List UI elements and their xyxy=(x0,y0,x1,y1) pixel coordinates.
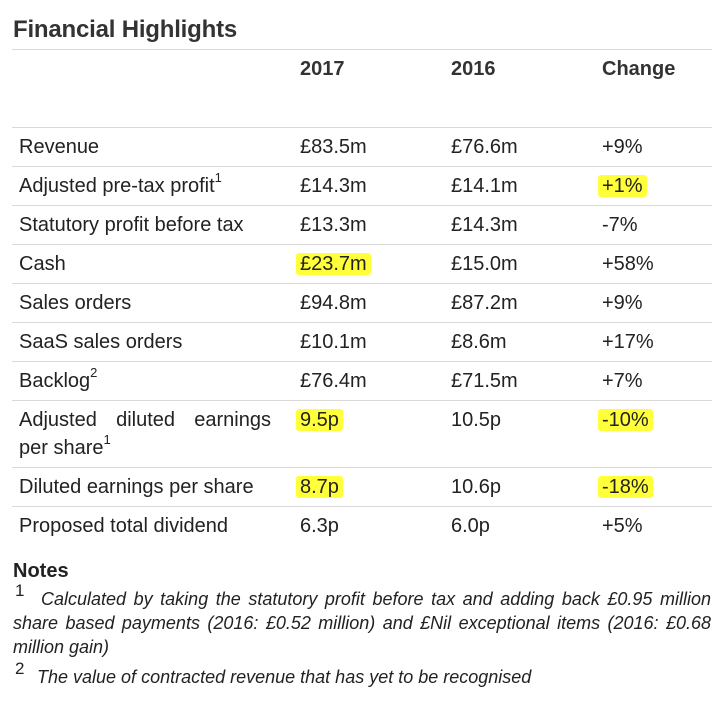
notes-heading: Notes xyxy=(13,560,69,582)
value-2016: £87.2m xyxy=(451,292,518,314)
value-2017: £83.5m xyxy=(300,136,367,158)
row-label: SaaS sales orders xyxy=(19,331,183,353)
value-2017: £10.1m xyxy=(300,331,367,353)
value-change: +58% xyxy=(602,253,654,275)
row-label: Cash xyxy=(19,253,66,275)
value-2017: £14.3m xyxy=(300,175,367,197)
value-2016: £14.1m xyxy=(451,175,518,197)
value-change: -18% xyxy=(598,473,653,501)
value-2017: 6.3p xyxy=(300,515,339,537)
value-2016: £8.6m xyxy=(451,331,507,353)
table-row: Backlog2 £76.4m £71.5m +7% xyxy=(12,362,712,401)
value-2016: £15.0m xyxy=(451,253,518,275)
table-row: Statutory profit before tax £13.3m £14.3… xyxy=(12,206,712,245)
value-2017: 9.5p xyxy=(296,406,343,434)
table-row: Sales orders £94.8m £87.2m +9% xyxy=(12,284,712,323)
value-change: +17% xyxy=(602,331,654,353)
header-2016: 2016 xyxy=(451,58,496,80)
value-2016: £14.3m xyxy=(451,214,518,236)
table-top-divider xyxy=(12,127,712,128)
value-change: +9% xyxy=(602,292,643,314)
highlight-mark: +1% xyxy=(598,175,647,197)
footnote-ref: 1 xyxy=(103,432,111,448)
highlight-mark: £23.7m xyxy=(296,253,371,275)
value-2017: £23.7m xyxy=(296,250,371,278)
footnote-ref: 1 xyxy=(214,170,222,186)
row-label: Diluted earnings per share xyxy=(19,476,254,498)
value-change: +5% xyxy=(602,515,643,537)
note-text: The value of contracted revenue that has… xyxy=(37,667,532,687)
note-number: 1 xyxy=(15,581,25,600)
value-2017: £13.3m xyxy=(300,214,367,236)
row-label: Proposed total dividend xyxy=(19,515,229,537)
header-2017: 2017 xyxy=(300,58,345,80)
table-row: Proposed total dividend 6.3p 6.0p +5% xyxy=(12,507,712,546)
value-2016: 10.6p xyxy=(451,476,502,498)
table-row: Adjusted diluted earnings per share1 9.5… xyxy=(12,401,712,468)
value-2016: 6.0p xyxy=(451,515,490,537)
row-label: Statutory profit before tax xyxy=(19,214,244,236)
row-label: Backlog2 xyxy=(19,365,98,392)
highlight-mark: -18% xyxy=(598,476,653,498)
value-2017: £94.8m xyxy=(300,292,367,314)
row-label: Adjusted pre-tax profit1 xyxy=(19,170,222,197)
table-row: SaaS sales orders £10.1m £8.6m +17% xyxy=(12,323,712,362)
value-2016: £76.6m xyxy=(451,136,518,158)
row-label: Revenue xyxy=(19,136,100,158)
row-label: Adjusted diluted earnings per share1 xyxy=(19,409,271,459)
highlight-mark: -10% xyxy=(598,409,653,431)
value-change: +1% xyxy=(598,172,647,200)
note-number: 2 xyxy=(15,659,25,678)
table-row: Diluted earnings per share 8.7p 10.6p -1… xyxy=(12,468,712,507)
highlight-mark: 8.7p xyxy=(296,476,343,498)
page-title: Financial Highlights xyxy=(13,16,238,43)
value-2017: £76.4m xyxy=(300,370,367,392)
value-change: -10% xyxy=(598,406,653,434)
table-row: Adjusted pre-tax profit1 £14.3m £14.1m +… xyxy=(12,167,712,206)
highlight-mark: 9.5p xyxy=(296,409,343,431)
table-row: Revenue £83.5m £76.6m +9% xyxy=(12,128,712,167)
title-divider xyxy=(12,49,712,50)
footnote-ref: 2 xyxy=(90,365,98,381)
value-change: +7% xyxy=(602,370,643,392)
value-change: +9% xyxy=(602,136,643,158)
value-2016: £71.5m xyxy=(451,370,518,392)
row-label: Sales orders xyxy=(19,292,132,314)
table-row: Cash £23.7m £15.0m +58% xyxy=(12,245,712,284)
value-2016: 10.5p xyxy=(451,409,502,431)
value-change: -7% xyxy=(602,214,638,236)
note-text: Calculated by taking the statutory profi… xyxy=(13,589,711,657)
value-2017: 8.7p xyxy=(296,473,343,501)
header-change: Change xyxy=(602,58,676,80)
